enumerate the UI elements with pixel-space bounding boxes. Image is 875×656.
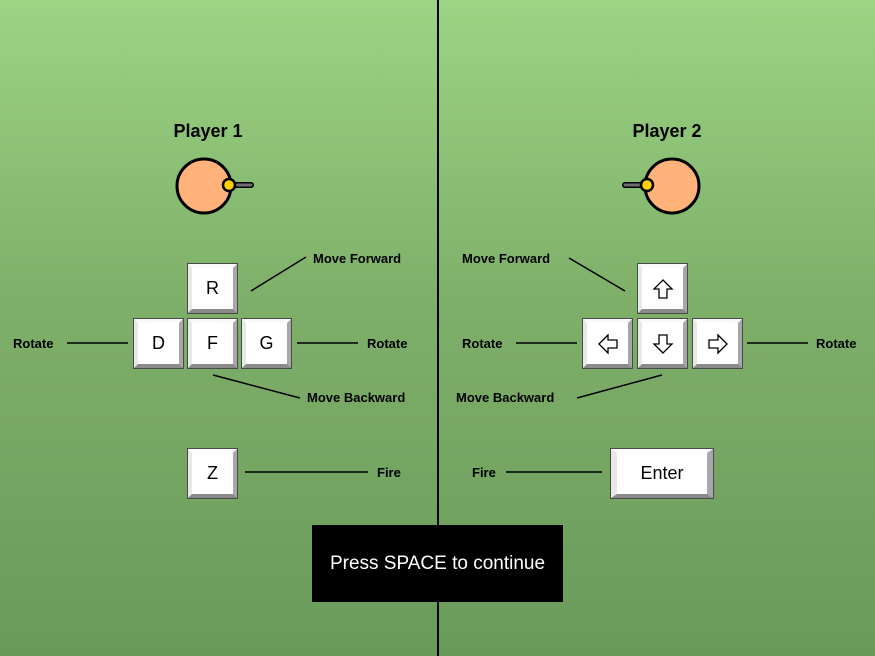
player1-key-fire-label: Z: [207, 463, 218, 483]
player1-label-rotate-right: Rotate: [367, 336, 408, 351]
player2-label-fire: Fire: [472, 465, 496, 480]
player1-key-right-label: G: [259, 333, 274, 353]
player1-label-rotate-left: Rotate: [13, 336, 54, 351]
player1-label-forward: Move Forward: [313, 251, 402, 266]
player2-key-back: [637, 318, 688, 369]
player2-connector-lines: [506, 257, 808, 473]
player1-label-backward: Move Backward: [307, 390, 406, 405]
player1-key-forward: R: [187, 263, 238, 314]
player1-key-back: F: [187, 318, 238, 369]
player1-key-forward-label: R: [206, 278, 219, 298]
player2-key-fire-label: Enter: [640, 463, 684, 483]
player1-key-left-label: D: [152, 333, 165, 353]
player2-label-backward: Move Backward: [456, 390, 555, 405]
arrow-down-icon: [651, 333, 674, 354]
player1-avatar-icon: [175, 157, 254, 215]
player2-key-right: [692, 318, 743, 369]
arrow-right-icon: [707, 332, 728, 355]
player2-avatar-icon: [622, 157, 701, 215]
player1-key-left: D: [133, 318, 184, 369]
center-divider: [437, 0, 439, 656]
player2-key-forward: [637, 263, 688, 314]
continue-button-label: Press SPACE to continue: [329, 552, 546, 574]
player2-label-forward: Move Forward: [462, 251, 551, 266]
player2-key-left: [582, 318, 633, 369]
player2-title: Player 2: [632, 121, 702, 141]
player2-label-rotate-left: Rotate: [462, 336, 503, 351]
player2-label-rotate-right: Rotate: [816, 336, 857, 351]
player1-key-back-label: F: [207, 333, 218, 353]
player1-connector-lines: [67, 256, 368, 473]
arrow-left-icon: [597, 332, 618, 355]
player1-key-fire: Z: [187, 448, 238, 499]
arrow-up-icon: [651, 278, 674, 299]
player2-key-fire: Enter: [610, 448, 714, 499]
player1-title: Player 1: [173, 121, 243, 141]
continue-button[interactable]: Press SPACE to continue: [312, 525, 563, 602]
player1-label-fire: Fire: [377, 465, 401, 480]
player1-key-right: G: [241, 318, 292, 369]
